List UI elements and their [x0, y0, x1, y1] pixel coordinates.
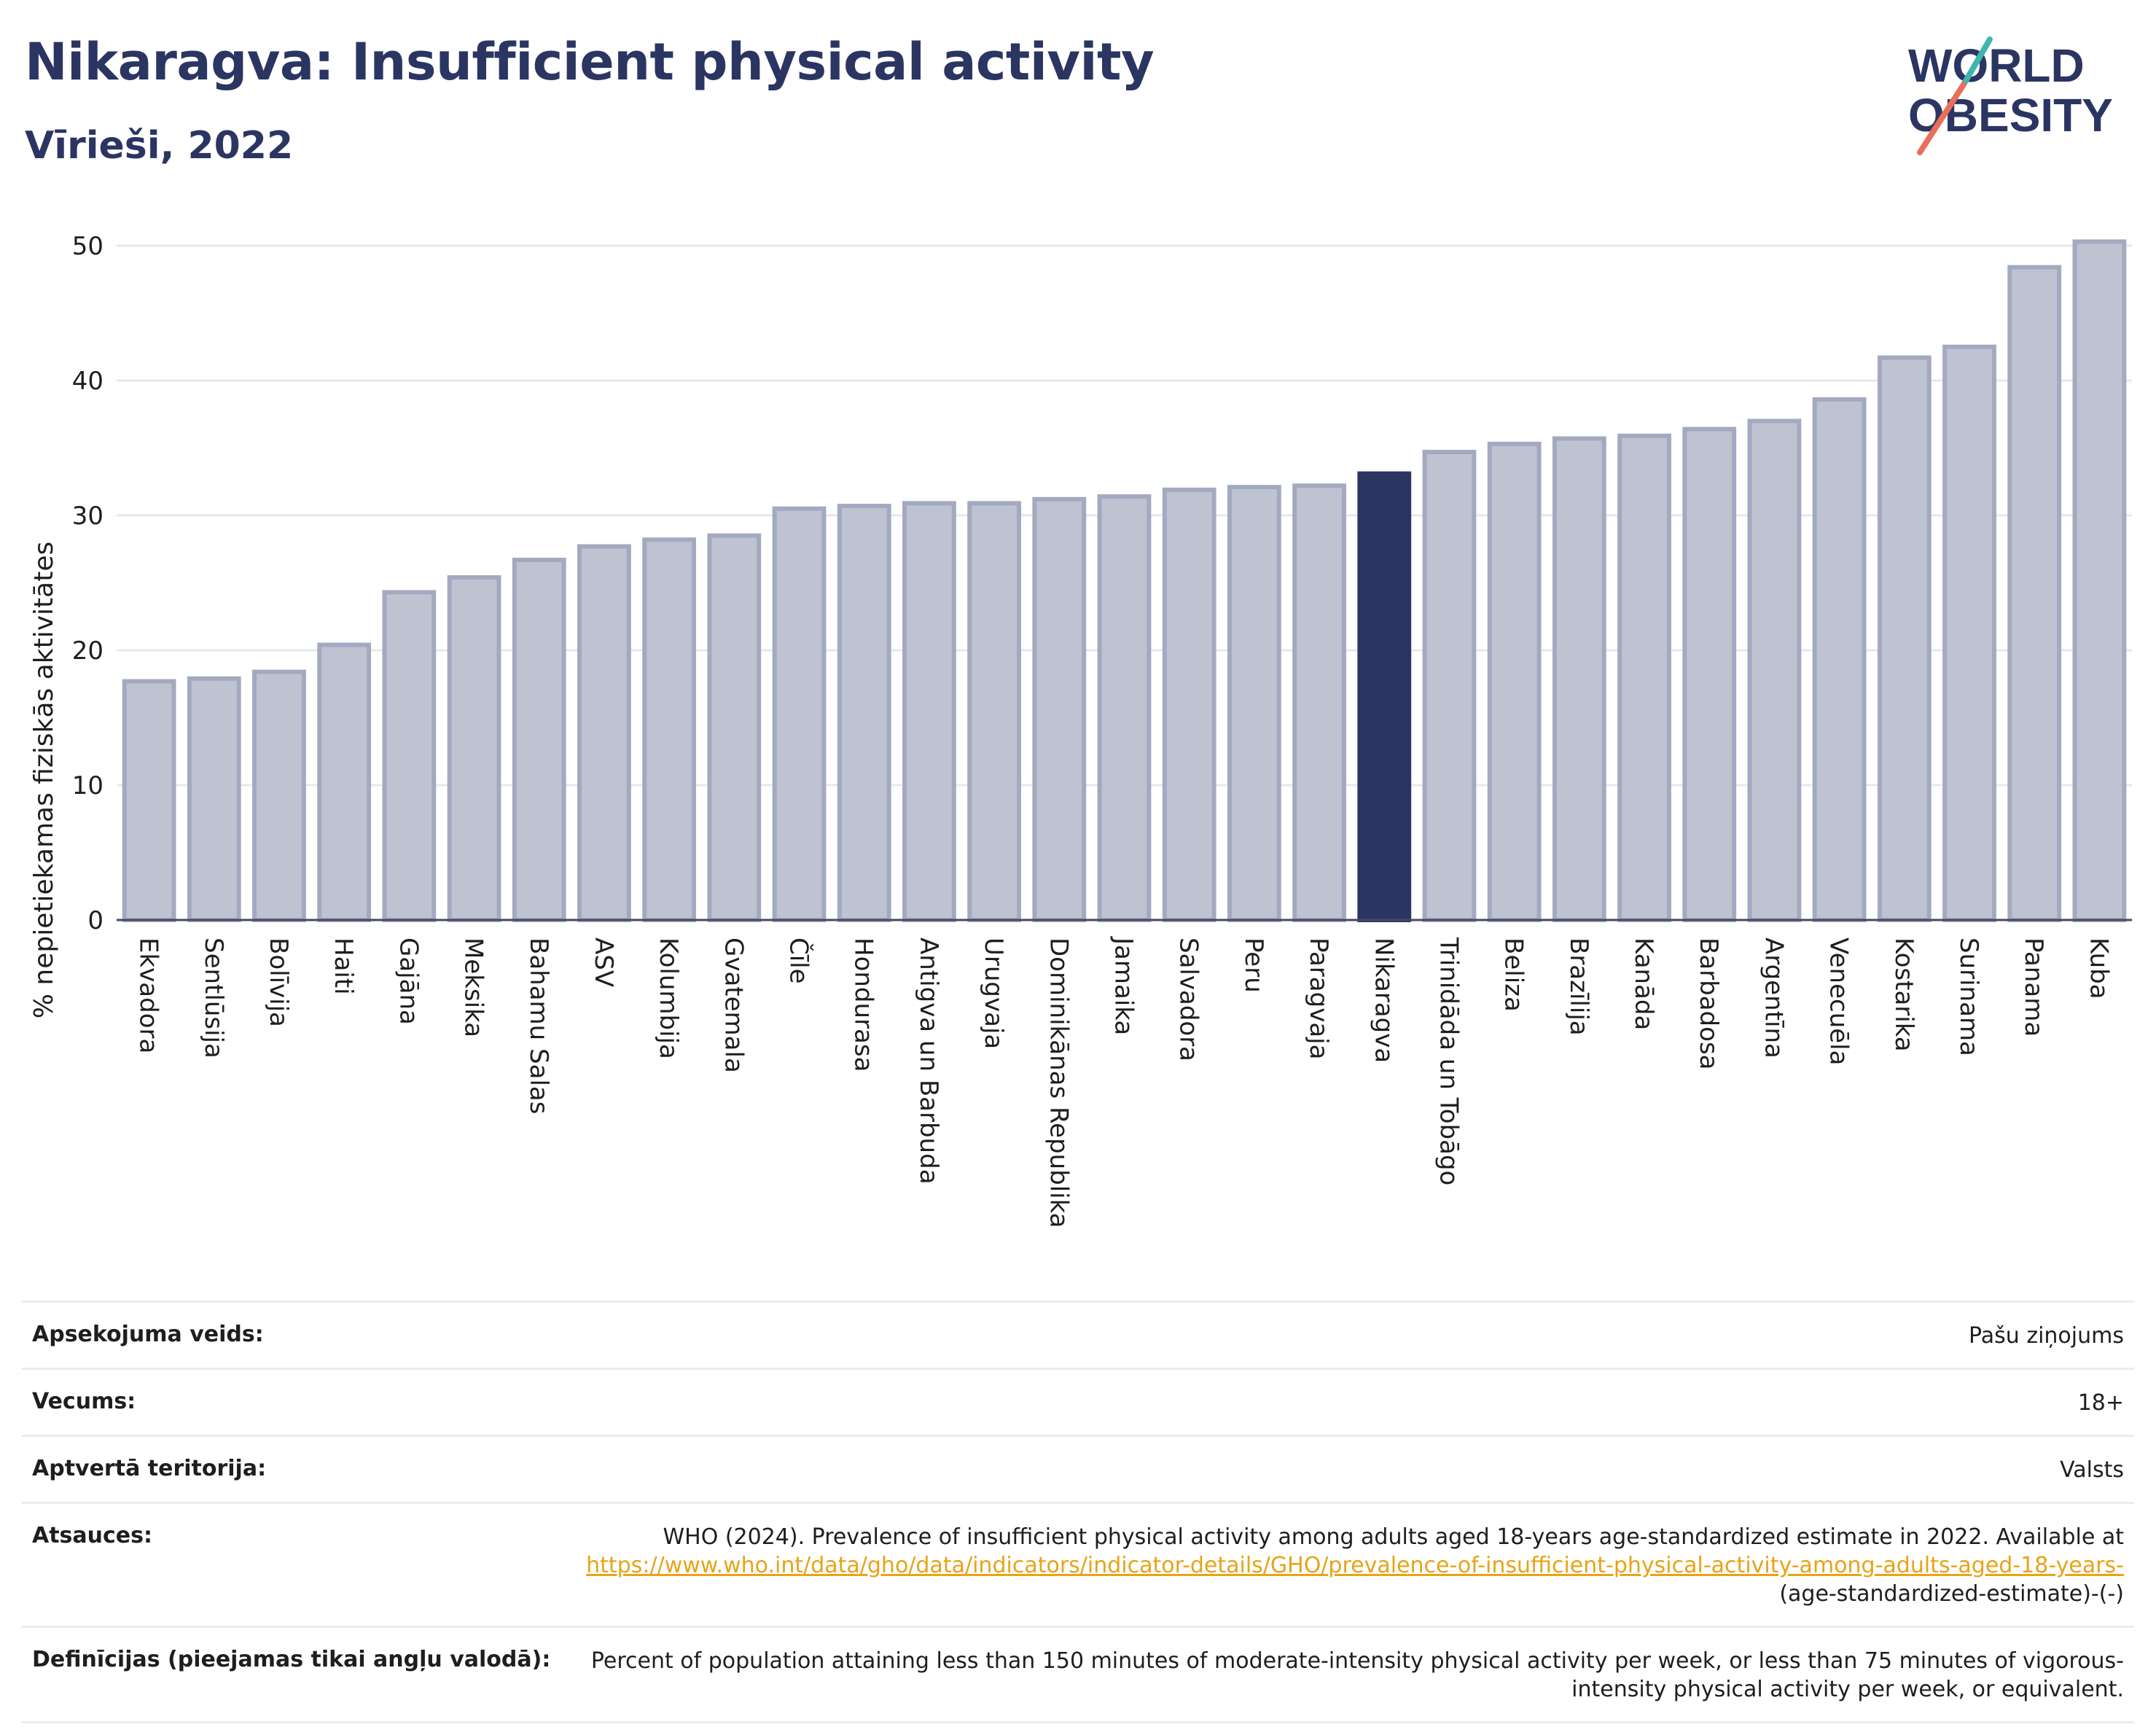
bar-bahamu-salas [512, 558, 566, 922]
bar-paragvaja [1292, 483, 1346, 922]
bar-čīle [772, 506, 827, 922]
x-tick-label: Urugvaja [979, 937, 1008, 1049]
bar-peru [1227, 485, 1281, 922]
y-tick-label: 50 [72, 232, 103, 261]
x-tick-label: Hondurasa [849, 937, 878, 1072]
bar-surinama [1942, 344, 1996, 922]
bar-barbadosa [1682, 426, 1737, 923]
x-tick-label: Argentīna [1759, 937, 1788, 1058]
bars [122, 239, 2127, 923]
x-tick-label: Kostarika [1889, 937, 1918, 1052]
info-row-age: Vecums: 18+ [22, 1368, 2134, 1435]
logo-line2: OBESITY [1908, 89, 2113, 141]
info-label: Aptvertā teritorija: [32, 1456, 267, 1481]
sources-text: WHO (2024). Prevalence of insufficient p… [663, 1524, 2124, 1550]
info-value: Valsts [2060, 1457, 2124, 1483]
info-label: Apsekojuma veids: [32, 1322, 264, 1347]
x-tick-label: Čīle [784, 937, 814, 984]
y-axis-label: % nepietiekamas fiziskās aktivitātes [29, 542, 59, 1018]
bar-antigva-un-barbuda [902, 501, 956, 923]
x-tick-label: Salvadora [1174, 937, 1203, 1061]
source-link[interactable]: https://www.who.int/data/gho/data/indica… [586, 1553, 2124, 1578]
x-tick-label: Trinidāda un Tobāgo [1434, 937, 1463, 1185]
bar-urugvaja [967, 501, 1022, 923]
x-tick-label: Peru [1239, 937, 1268, 993]
logo-line1: WORLD [1908, 39, 2085, 92]
x-tick-label: Dominikānas Republika [1044, 937, 1073, 1228]
x-tick-label: Surinama [1954, 937, 1983, 1056]
logo-slash-coral [1917, 82, 1966, 155]
bar-hondurasa [837, 504, 891, 922]
info-row-survey: Apsekojuma veids: Pašu ziņojums [22, 1301, 2134, 1368]
bar-ekvadora [122, 679, 176, 922]
x-tick-label: Haiti [329, 937, 358, 995]
x-tick-label: Meksika [459, 937, 488, 1037]
x-axis-labels: Ekvadora Sentlūsija Bolīvija Haiti Gajāna Mek… [134, 936, 2114, 1228]
x-tick-label: Venecuēla [1824, 937, 1854, 1065]
bar-jamaika [1097, 494, 1152, 923]
bar-asv [577, 544, 631, 922]
bar-argentīna [1747, 418, 1802, 922]
info-value: 18+ [2077, 1390, 2124, 1416]
x-tick-label: Bahamu Salas [524, 937, 553, 1114]
bar-kostarika [1877, 355, 1932, 923]
logo-slash-teal [1961, 36, 1993, 87]
y-tick-label: 0 [87, 906, 103, 935]
x-tick-label: Bolīvija [264, 937, 293, 1027]
sources-suffix: (age-standardized-estimate)-(-) [1779, 1581, 2124, 1607]
x-tick-label: Barbadosa [1694, 937, 1723, 1070]
info-label: Definīcijas (pieejamas tikai angļu valod… [32, 1647, 551, 1672]
bar-bolīvija [252, 669, 306, 922]
info-label: Atsauces: [32, 1523, 152, 1548]
bar-salvadora [1162, 487, 1216, 923]
bar-gajāna [382, 590, 437, 922]
page-subtitle: Vīrieši, 2022 [25, 124, 294, 168]
info-row-definitions: Definīcijas (pieejamas tikai angļu valod… [22, 1626, 2134, 1723]
x-tick-label: Panama [2019, 937, 2048, 1037]
x-tick-label: Ekvadora [134, 937, 163, 1053]
x-tick-label: Antigva un Barbuda [914, 937, 943, 1185]
x-tick-label: Beliza [1499, 937, 1528, 1012]
x-tick-label: Gvatemala [719, 937, 748, 1073]
x-tick-label: Sentlūsija [199, 937, 228, 1058]
info-value: WHO (2024). Prevalence of insufficient p… [550, 1523, 2124, 1608]
bar-gvatemala [707, 533, 762, 922]
x-tick-label: Nikaragva [1369, 937, 1398, 1063]
x-tick-label: Jamaika [1109, 936, 1138, 1035]
info-row-coverage: Aptvertā teritorija: Valsts [22, 1435, 2134, 1502]
info-row-sources: Atsauces: WHO (2024). Prevalence of insu… [22, 1502, 2134, 1626]
bar-kuba [2072, 239, 2127, 922]
x-tick-label: Paragvaja [1304, 937, 1333, 1059]
bar-nikaragva [1357, 471, 1412, 922]
bar-venecuēla [1812, 397, 1867, 922]
info-table: Apsekojuma veids: Pašu ziņojums Vecums: … [22, 1301, 2134, 1723]
x-tick-label: ASV [589, 937, 618, 987]
bar-chart: 0 10 20 30 40 50 Ekvadora Sentlūsija Bolīvija Ha… [29, 232, 2132, 1228]
bar-trinidāda-un-tobāgo [1422, 450, 1477, 922]
info-value: Pašu ziņojums [1969, 1323, 2124, 1349]
x-tick-label: Kanāda [1629, 937, 1658, 1030]
bar-dominikānas-republika [1032, 496, 1087, 922]
info-label: Vecums: [32, 1389, 136, 1414]
bar-meksika [447, 575, 501, 922]
y-tick-label: 20 [72, 636, 103, 666]
bar-beliza [1487, 441, 1542, 922]
info-value: Percent of population attaining less tha… [590, 1648, 2124, 1702]
page-title: Nikaragva: Insufficient physical activit… [25, 32, 1155, 92]
bar-sentlūsija [187, 676, 241, 922]
bar-brazīlija [1552, 436, 1606, 922]
y-tick-label: 10 [72, 771, 103, 800]
bar-kolumbija [642, 537, 697, 922]
bar-kanāda [1617, 433, 1671, 923]
y-tick-label: 40 [72, 367, 103, 396]
x-tick-label: Brazīlija [1564, 937, 1593, 1036]
y-tick-label: 30 [72, 502, 103, 531]
x-tick-label: Gajāna [394, 937, 423, 1025]
world-obesity-logo: WORLD OBESITY [1908, 36, 2113, 155]
x-tick-label: Kuba [2084, 937, 2113, 999]
bar-haiti [317, 642, 372, 922]
y-axis-ticks: 0 10 20 30 40 50 [72, 232, 103, 935]
bar-panama [2007, 265, 2062, 923]
x-tick-label: Kolumbija [654, 937, 683, 1059]
